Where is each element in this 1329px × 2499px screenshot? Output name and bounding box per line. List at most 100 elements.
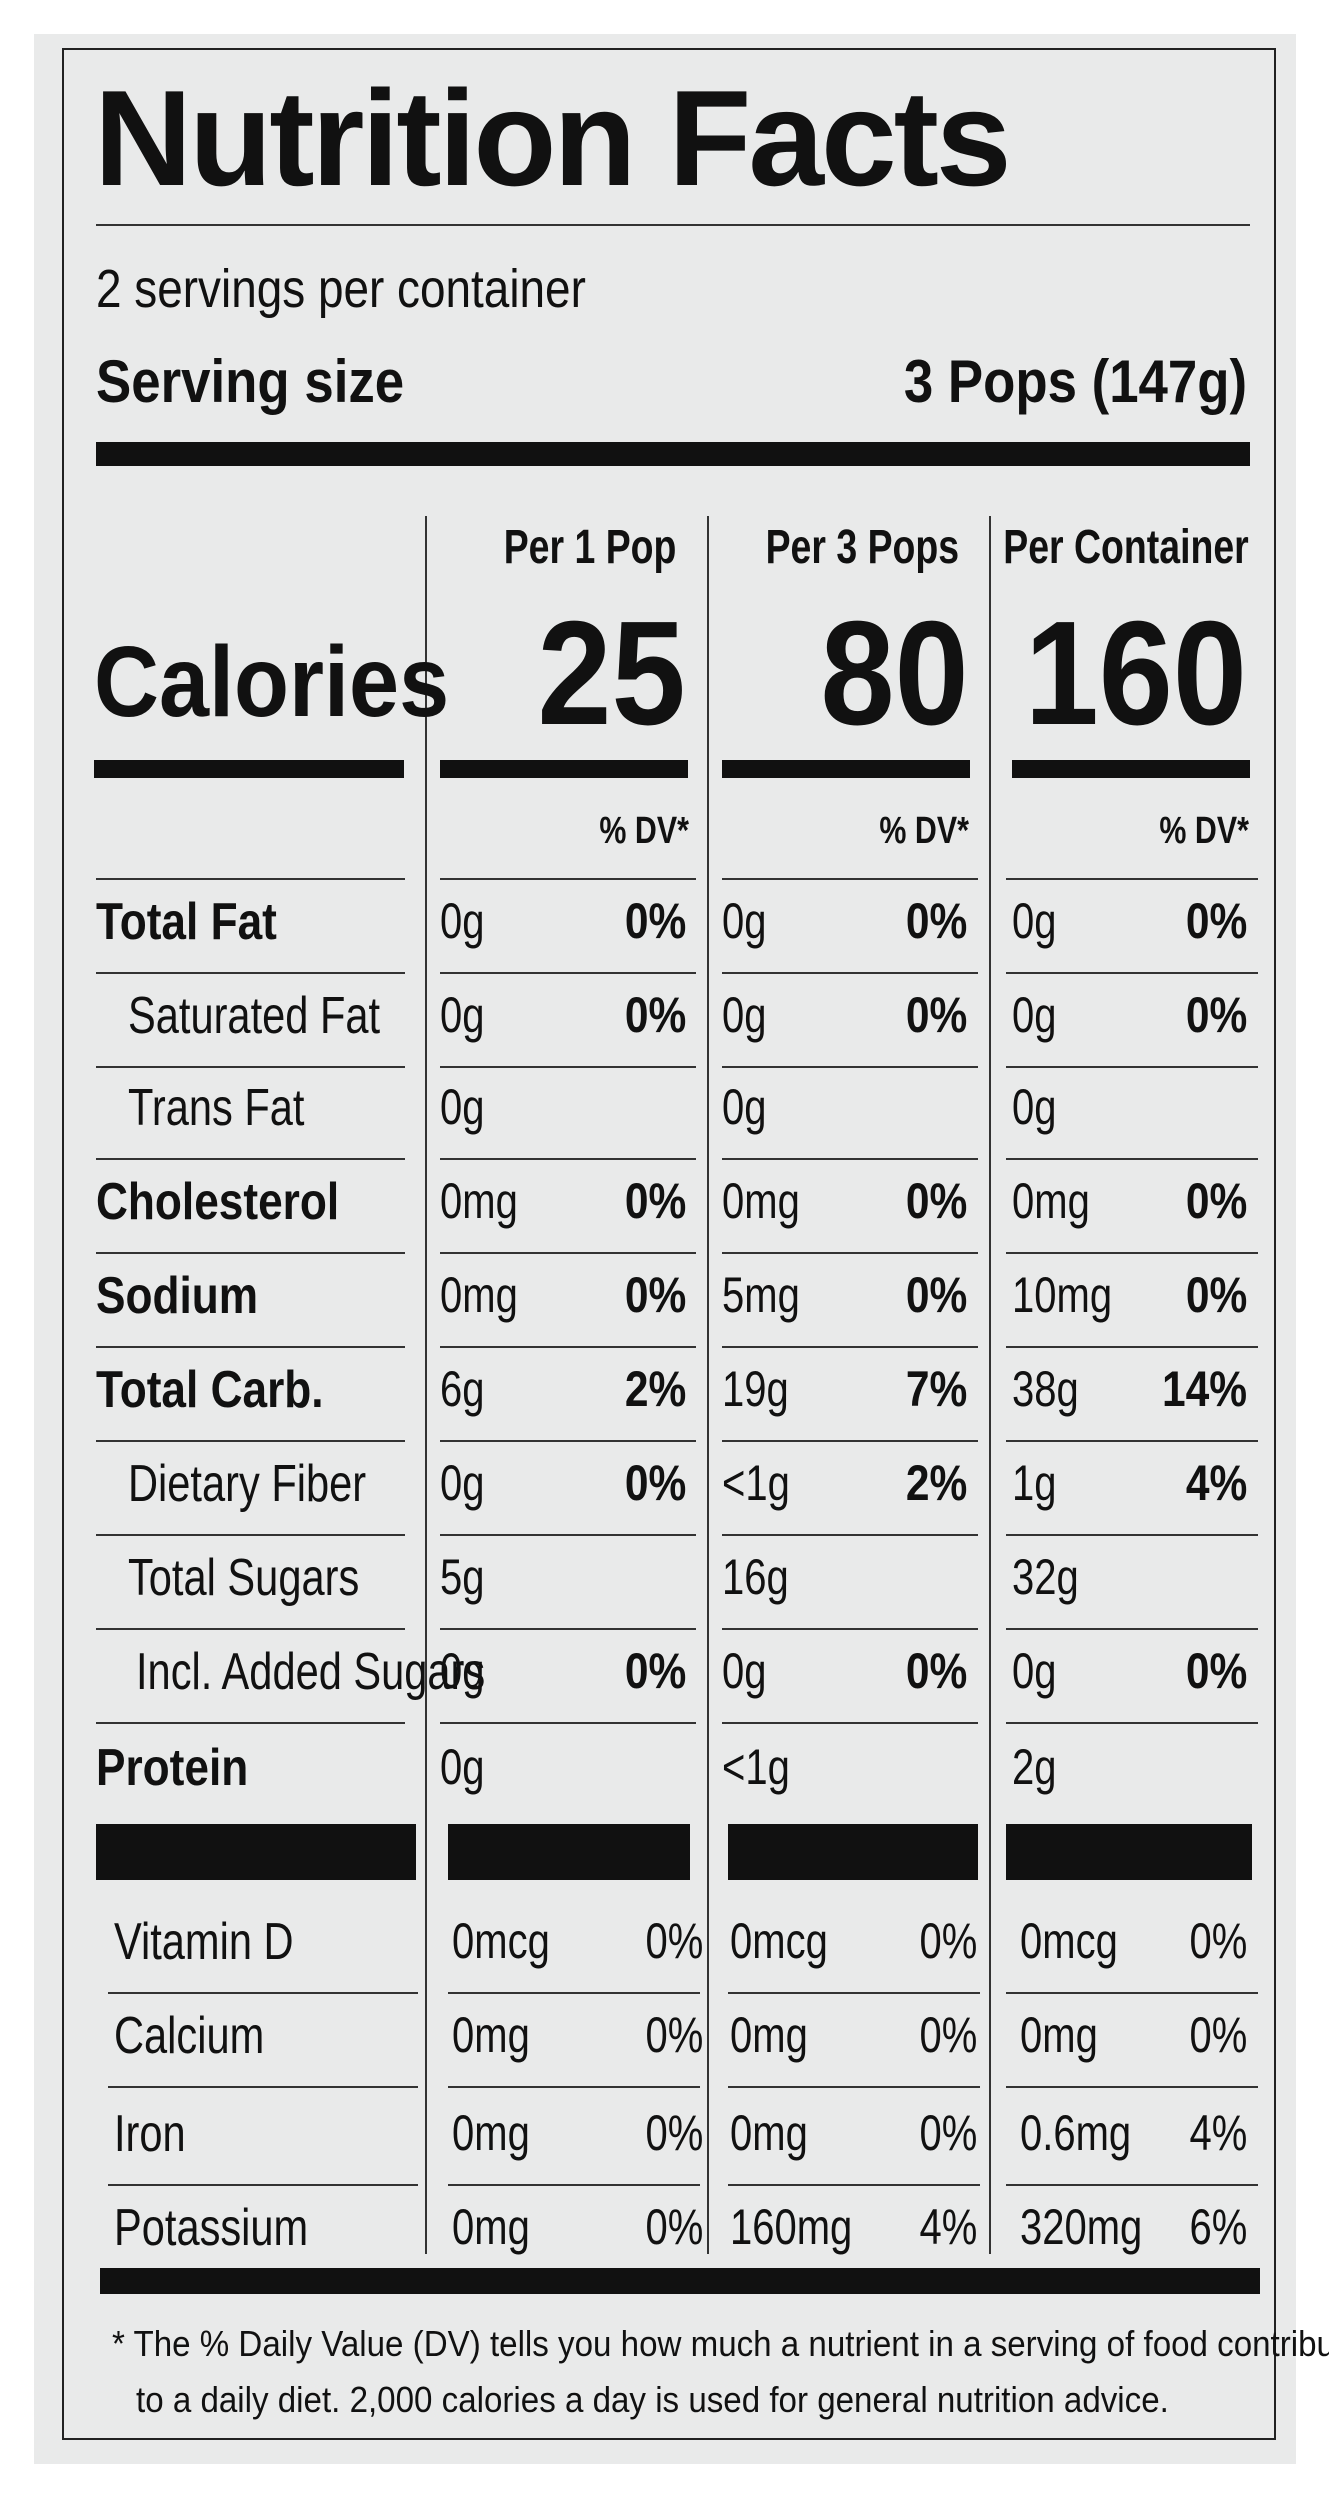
vitamin-daily-value: 0% (919, 2007, 977, 2063)
row-divider (1006, 1066, 1258, 1068)
serving-size-value: 3 Pops (147g) (903, 348, 1247, 415)
nutrient-daily-value: 0% (1185, 987, 1247, 1043)
nutrient-amount: 1g (1012, 1455, 1057, 1511)
nutrient-amount: 2g (1012, 1739, 1057, 1795)
nutrient-daily-value: 0% (1185, 1267, 1247, 1323)
nutrient-daily-value: 0% (905, 1173, 967, 1229)
vitamin-amount: 0mg (730, 2105, 808, 2161)
nutrient-name: Total Fat (96, 893, 277, 951)
row-divider (722, 1628, 978, 1630)
row-divider (1006, 1534, 1258, 1536)
column-header-per-3-pops: Per 3 Pops (765, 521, 959, 574)
nutrient-name: Total Sugars (128, 1549, 360, 1607)
column-divider-3 (989, 516, 991, 2254)
row-divider (1006, 2184, 1258, 2186)
row-divider (1006, 972, 1258, 974)
black-separator-col2 (728, 1824, 978, 1880)
nutrient-amount: 6g (440, 1361, 485, 1417)
row-divider (96, 972, 405, 974)
row-divider (440, 1722, 696, 1724)
vitamin-daily-value: 0% (1189, 1913, 1247, 1969)
nutrient-amount: 0g (722, 1079, 767, 1135)
nutrient-amount: 0g (1012, 1079, 1057, 1135)
nutrient-name: Cholesterol (96, 1173, 340, 1231)
row-divider (722, 1252, 978, 1254)
row-divider (108, 1992, 418, 1994)
row-divider (722, 1346, 978, 1348)
dv-header-col3: % DV* (1159, 810, 1249, 852)
thick-divider-bottom (100, 2268, 1260, 2294)
calories-bar-col3 (1012, 760, 1250, 778)
row-divider (722, 972, 978, 974)
footnote-line-2: to a daily diet. 2,000 calories a day is… (136, 2379, 1169, 2420)
row-divider (1006, 1440, 1258, 1442)
nutrient-daily-value: 0% (1185, 1173, 1247, 1229)
row-divider (96, 1628, 405, 1630)
vitamin-daily-value: 0% (919, 1913, 977, 1969)
nutrient-amount: 0g (722, 893, 767, 949)
vitamin-daily-value: 0% (645, 1913, 703, 1969)
nutrient-amount: 10mg (1012, 1267, 1113, 1323)
vitamin-daily-value: 0% (645, 2007, 703, 2063)
row-divider (1006, 1158, 1258, 1160)
row-divider (728, 2184, 980, 2186)
row-divider (440, 1628, 696, 1630)
vitamin-amount: 0mg (1020, 2007, 1098, 2063)
vitamin-amount: 0mcg (730, 1913, 828, 1969)
nutrient-amount: 0mg (1012, 1173, 1090, 1229)
nutrient-daily-value: 0% (905, 987, 967, 1043)
nutrient-amount: 19g (722, 1361, 789, 1417)
nutrient-daily-value: 0% (905, 1267, 967, 1323)
nutrient-daily-value: 0% (624, 1267, 686, 1323)
nutrient-amount: 0g (1012, 987, 1057, 1043)
nutrient-daily-value: 2% (624, 1361, 686, 1417)
row-divider (448, 1992, 700, 1994)
row-divider (440, 972, 696, 974)
nutrient-name: Incl. Added Sugars (136, 1643, 486, 1701)
nutrient-daily-value: 0% (624, 1455, 686, 1511)
nutrient-amount: 0g (440, 1739, 485, 1795)
vitamin-amount: 0mcg (1020, 1913, 1118, 1969)
vitamin-name: Potassium (114, 2199, 309, 2257)
row-divider (1006, 1992, 1258, 1994)
black-separator-col3 (1006, 1824, 1252, 1880)
vitamin-daily-value: 0% (919, 2105, 977, 2161)
row-divider (440, 1346, 696, 1348)
vitamin-daily-value: 4% (1189, 2105, 1247, 2161)
row-divider (722, 1158, 978, 1160)
nutrient-amount: 0g (1012, 893, 1057, 949)
column-divider-2 (707, 516, 709, 2254)
row-divider (96, 1722, 405, 1724)
nutrient-daily-value: 0% (624, 893, 686, 949)
row-divider (108, 2086, 418, 2088)
calories-per-container: 160 (1024, 591, 1247, 756)
nutrient-amount: 0mg (722, 1173, 800, 1229)
vitamin-amount: 0mg (452, 2105, 530, 2161)
calories-bar-col2 (722, 760, 970, 778)
row-divider (1006, 1346, 1258, 1348)
vitamin-amount: 0.6mg (1020, 2105, 1132, 2161)
calories-per-3-pops: 80 (820, 591, 969, 756)
black-separator-col1 (448, 1824, 690, 1880)
nutrient-daily-value: 2% (905, 1455, 967, 1511)
nutrient-amount: 0g (1012, 1643, 1057, 1699)
nutrient-daily-value: 0% (624, 1643, 686, 1699)
row-divider (96, 878, 405, 880)
nutrient-amount: 16g (722, 1549, 789, 1605)
servings-per-container: 2 servings per container (96, 259, 586, 319)
nutrient-amount: 32g (1012, 1549, 1079, 1605)
row-divider (440, 878, 696, 880)
row-divider (1006, 878, 1258, 880)
row-divider (722, 1440, 978, 1442)
nutrient-amount: <1g (722, 1739, 790, 1795)
vitamin-amount: 0mg (730, 2007, 808, 2063)
label-title: Nutrition Facts (94, 62, 1012, 214)
row-divider (728, 1992, 980, 1994)
vitamin-daily-value: 0% (645, 2105, 703, 2161)
nutrient-daily-value: 4% (1185, 1455, 1247, 1511)
vitamin-daily-value: 6% (1189, 2199, 1247, 2255)
calories-label: Calories (94, 626, 450, 738)
nutrient-daily-value: 0% (1185, 893, 1247, 949)
row-divider (448, 2184, 700, 2186)
nutrition-facts-panel (62, 48, 1276, 2440)
